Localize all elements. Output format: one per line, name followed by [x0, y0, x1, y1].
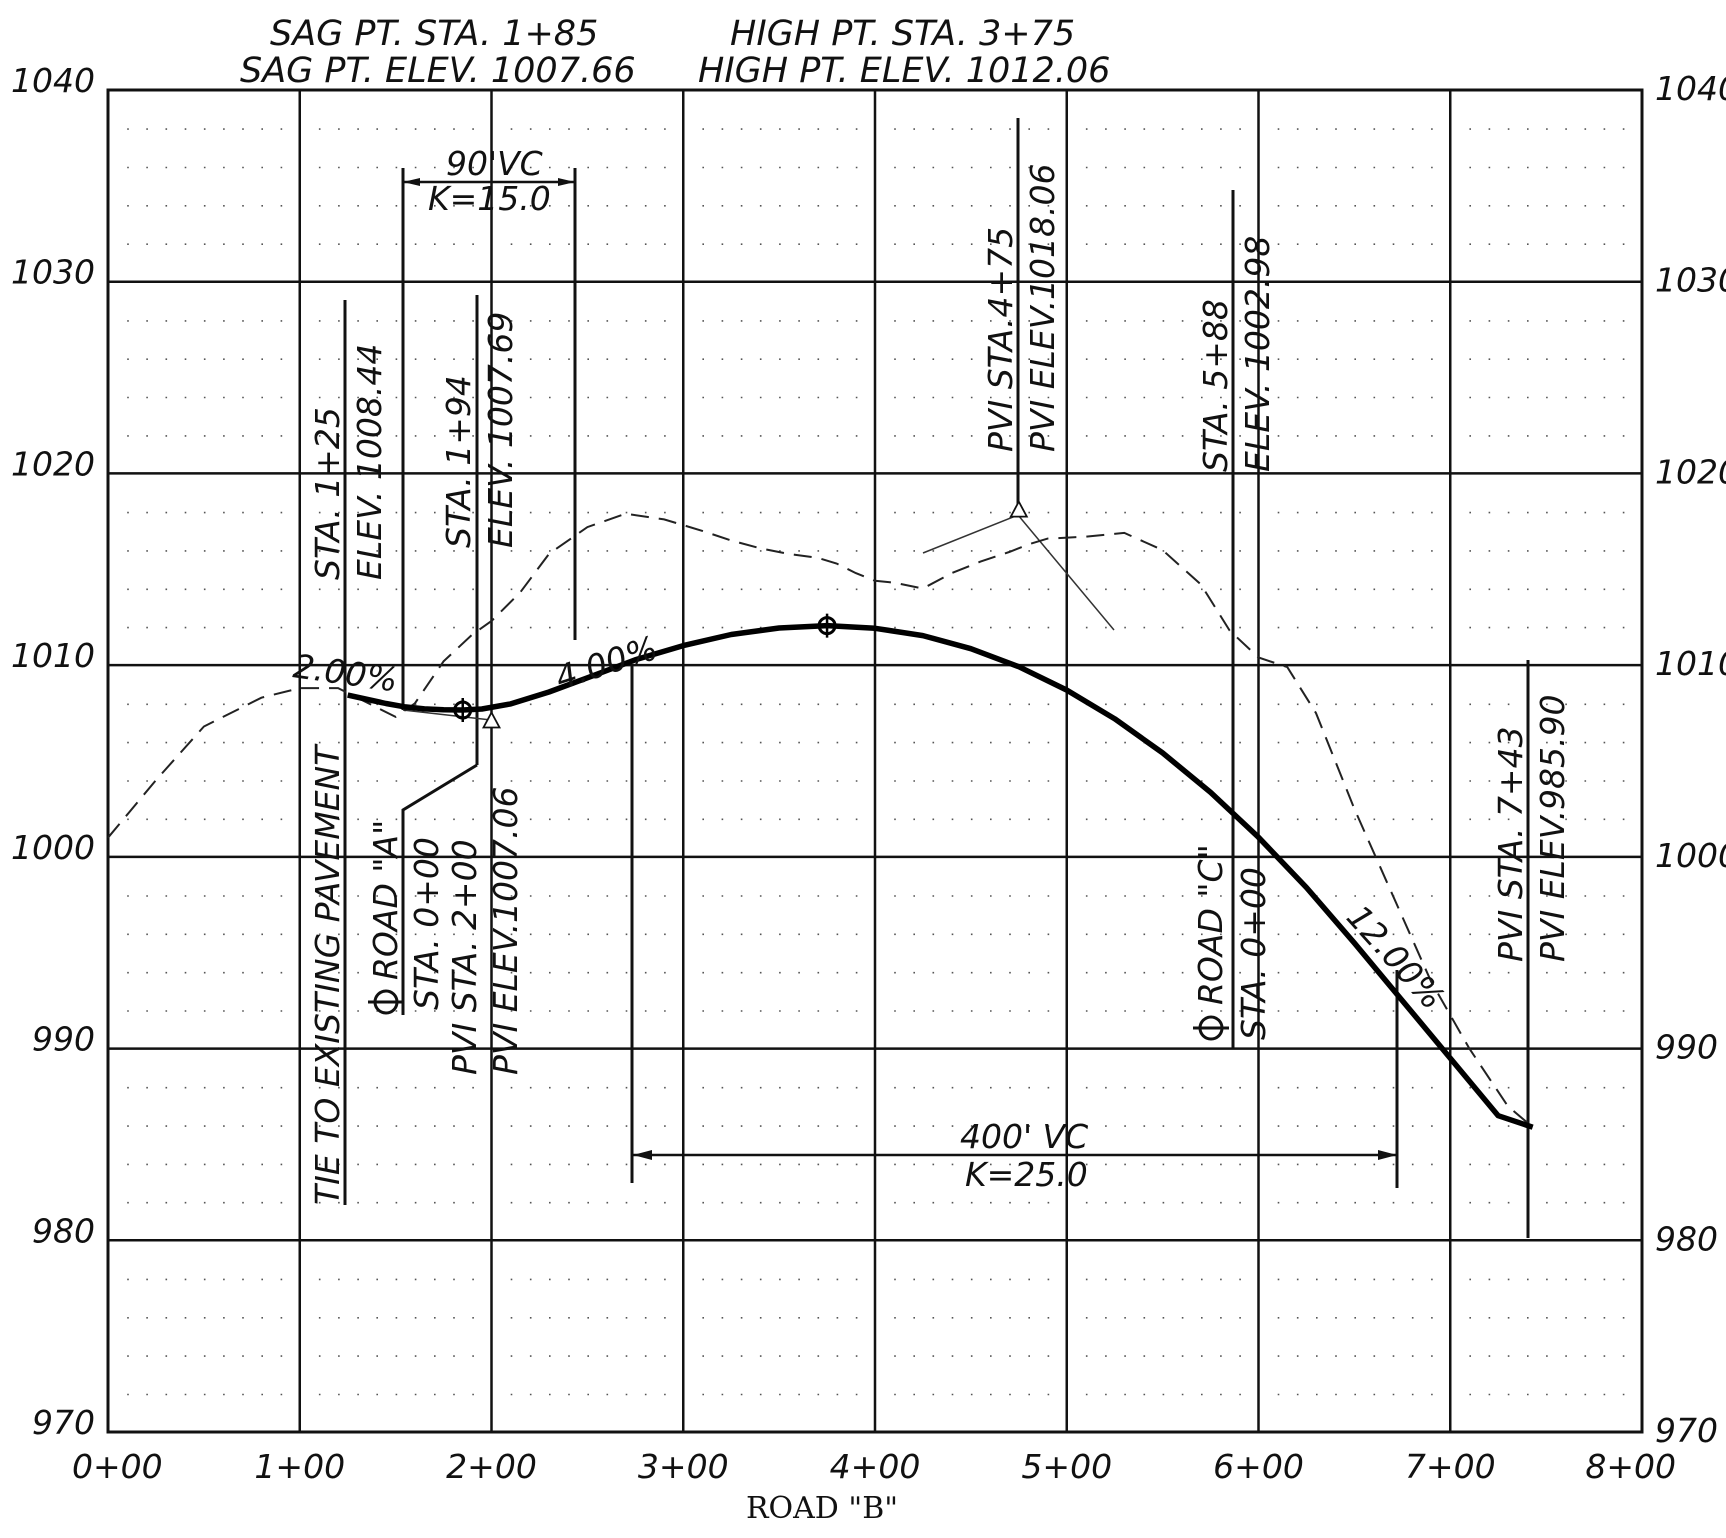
elev-125-text: ELEV. 1008.44	[350, 344, 389, 580]
y-tick-label-left: 980	[32, 1211, 95, 1250]
sta-125-text: STA. 1+25	[308, 407, 347, 580]
pvi-triangle-marker	[1009, 499, 1029, 518]
pvi-200-sta-text: PVI STA. 2+00	[445, 839, 484, 1075]
y-tick-label-left: 1010	[11, 636, 95, 675]
y-tick-label-right: 1030	[1655, 261, 1726, 300]
high-elevation-label: HIGH PT. ELEV. 1012.06	[698, 51, 1110, 91]
x-tick-label: 8+00	[1585, 1447, 1676, 1486]
x-tick-label: 6+00	[1213, 1447, 1304, 1486]
x-tick-label: 1+00	[254, 1447, 345, 1486]
centerline-icon	[1193, 1015, 1229, 1041]
vc400-label: 400' VC	[960, 1117, 1088, 1156]
major-grid	[108, 90, 1642, 1432]
annotation-lines	[343, 118, 1530, 1238]
y-tick-label-left: 970	[32, 1403, 95, 1442]
y-tick-label-right: 980	[1655, 1219, 1718, 1258]
x-tick-label: 2+00	[446, 1447, 537, 1486]
road-a-text: ROAD "A"	[366, 820, 405, 980]
pvi-475-sta-text: PVI STA.4+75	[981, 227, 1020, 452]
vertical-curve-point-marker	[815, 613, 840, 638]
sag-station-label: SAG PT. STA. 1+85	[270, 14, 598, 54]
y-tick-label-left: 1000	[11, 828, 95, 867]
grade-2-label: 2.00%	[291, 646, 400, 699]
y-tick-label-right: 1040	[1655, 69, 1726, 108]
road-c-sta-text: STA. 0+00	[1234, 867, 1273, 1040]
tangent-lines	[402, 514, 1115, 721]
y-axis-left-labels: 1040 1030 1020 1010 1000 990 980 970	[11, 61, 95, 1442]
y-tick-label-left: 990	[32, 1020, 95, 1059]
road-c-text: ROAD "C"	[1191, 844, 1230, 1005]
vertical-curve-point-marker	[450, 698, 475, 723]
x-tick-label: 7+00	[1405, 1447, 1496, 1486]
y-axis-right-labels: 1040 1030 1020 1010 1000 990 980 970	[1655, 69, 1726, 1450]
x-tick-label: 5+00	[1021, 1447, 1112, 1486]
k15-label: K=15.0	[428, 179, 551, 218]
pvi-475-elev-text: PVI ELEV.1018.06	[1023, 163, 1062, 452]
road-c-centerline-label: ROAD "C" STA. 0+00	[1191, 844, 1273, 1041]
high-station-label: HIGH PT. STA. 3+75	[730, 14, 1075, 54]
centerline-icon	[368, 989, 404, 1015]
proposed-profile-line	[347, 622, 1534, 1130]
elev-194-text: ELEV. 1007.69	[481, 312, 520, 548]
x-axis-labels: 0+00 1+00 2+00 3+00 4+00 5+00 6+00 7+00 8+00	[72, 1447, 1676, 1486]
sag-elevation-label: SAG PT. ELEV. 1007.66	[240, 51, 636, 91]
x-tick-label: 3+00	[638, 1447, 729, 1486]
pvi-triangle-marker	[482, 710, 501, 729]
elev-588-text: ELEV. 1002.98	[1238, 236, 1277, 472]
y-tick-label-right: 1010	[1655, 644, 1726, 683]
x-tick-label: 4+00	[830, 1447, 921, 1486]
y-tick-label-left: 1020	[11, 444, 95, 483]
pvi-200-elev-text: PVI ELEV.1007.06	[486, 786, 525, 1075]
pvi-743-sta-text: PVI STA. 7+43	[1491, 726, 1530, 962]
plot-frame	[106, 88, 1644, 1434]
y-tick-label-left: 1030	[11, 253, 95, 292]
road-a-centerline-label: ROAD "A" STA. 0+00	[366, 820, 446, 1015]
x-axis-title: ROAD "B"	[746, 1491, 898, 1526]
existing-ground-line	[107, 512, 1534, 1128]
profile-markers	[450, 499, 1029, 729]
y-tick-label-right: 1020	[1655, 452, 1726, 491]
road-a-leader	[401, 763, 478, 1015]
y-tick-label-left: 1040	[11, 61, 95, 100]
tie-to-pavement-text: TIE TO EXISTING PAVEMENT	[308, 743, 347, 1205]
dimension-arrows	[403, 178, 1397, 1160]
grade-4-label: 4.00%	[550, 628, 662, 697]
pvi-743-elev-text: PVI ELEV.985.90	[1533, 694, 1572, 962]
y-tick-label-right: 1000	[1655, 836, 1726, 875]
sta-194-text: STA. 1+94	[439, 375, 478, 548]
road-a-sta-text: STA. 0+00	[407, 837, 446, 1010]
y-tick-label-right: 970	[1655, 1411, 1718, 1450]
vc90-label: 90'VC	[446, 144, 543, 183]
x-tick-label: 0+00	[72, 1447, 163, 1486]
k25-label: K=25.0	[965, 1155, 1088, 1194]
sta-588-text: STA. 5+88	[1196, 299, 1235, 472]
y-tick-label-right: 990	[1655, 1028, 1718, 1067]
